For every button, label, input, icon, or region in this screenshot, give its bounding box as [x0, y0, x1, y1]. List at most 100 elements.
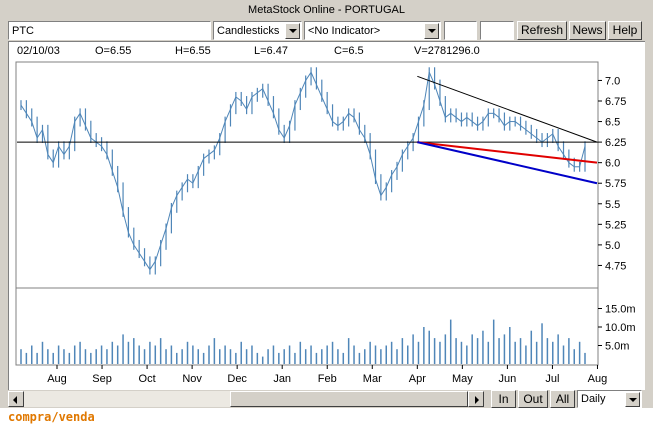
price-link — [477, 121, 484, 127]
price-link — [257, 88, 264, 94]
price-link — [160, 228, 167, 246]
symbol-input[interactable]: PTC — [8, 21, 211, 40]
price-link — [326, 109, 334, 122]
chart-canvas[interactable]: 02/10/03 O=6.55 H=6.55 L=6.47 C=6.5 V=27… — [9, 42, 644, 389]
price-link — [369, 154, 377, 180]
price-tick-label: 5.5 — [605, 199, 620, 211]
price-link — [541, 137, 548, 143]
blank-field-2[interactable] — [480, 21, 514, 40]
show-all-button[interactable]: All — [550, 390, 575, 408]
price-link — [213, 137, 221, 151]
price-link — [337, 121, 344, 127]
price-link — [111, 170, 119, 188]
price-link — [294, 92, 301, 106]
footer-link[interactable]: compra/venda — [8, 410, 95, 424]
price-chart[interactable]: 02/10/03 O=6.55 H=6.55 L=6.47 C=6.5 V=27… — [8, 41, 645, 390]
chart-type-select[interactable]: Candlesticks — [213, 21, 302, 40]
month-label: Aug — [588, 373, 608, 385]
quote-high: H=6.55 — [175, 45, 211, 57]
month-label: Dec — [227, 373, 247, 385]
indicator-select[interactable]: <No Indicator> — [304, 21, 441, 40]
price-link — [423, 72, 430, 106]
period-select[interactable]: Daily — [577, 390, 642, 408]
quote-close: C=6.5 — [334, 45, 364, 57]
price-tick-label: 5.25 — [605, 219, 626, 231]
scroll-left-button[interactable] — [8, 391, 24, 407]
price-link — [321, 96, 328, 110]
price-link — [230, 96, 237, 110]
price-link — [557, 145, 564, 155]
price-link — [466, 117, 473, 122]
blue-trendline — [417, 141, 598, 185]
price-link — [63, 145, 70, 155]
chevron-down-icon[interactable] — [285, 23, 300, 39]
price-link — [31, 121, 38, 139]
price-link — [450, 112, 457, 118]
price-link — [117, 187, 124, 213]
price-link — [224, 109, 231, 122]
price-link — [445, 112, 452, 118]
price-link — [536, 137, 543, 143]
price-link — [144, 261, 151, 270]
price-link — [267, 100, 274, 114]
price-link — [342, 113, 350, 122]
horizontal-scrollbar[interactable] — [8, 390, 484, 408]
price-series — [20, 67, 586, 275]
month-axis: Aug Sep Oct Nov Dec Jan Feb Mar Apr May Jun Jul Aug — [47, 365, 607, 385]
price-tick-label: 6.75 — [605, 96, 626, 108]
period-value: Daily — [581, 393, 606, 405]
price-link — [525, 129, 532, 135]
price-link — [520, 125, 527, 131]
scroll-thumb[interactable] — [230, 391, 468, 407]
price-link — [455, 117, 462, 122]
news-button[interactable]: News — [569, 21, 606, 40]
price-link — [348, 112, 355, 118]
zoom-out-button[interactable]: Out — [518, 390, 548, 408]
price-link — [84, 125, 92, 139]
zoom-in-button[interactable]: In — [491, 390, 516, 408]
price-link — [391, 166, 398, 176]
price-link — [197, 158, 205, 172]
price-link — [246, 96, 253, 110]
price-link — [401, 145, 409, 155]
price-link — [138, 252, 145, 262]
price-link — [412, 121, 419, 139]
price-tick-label: 6.0 — [605, 158, 620, 170]
refresh-button[interactable]: Refresh — [517, 21, 567, 40]
month-label: Apr — [409, 373, 426, 385]
price-link — [101, 145, 108, 155]
price-link — [262, 88, 269, 102]
price-link — [278, 129, 285, 139]
quote-date: 02/10/03 — [17, 45, 60, 57]
chevron-down-icon[interactable] — [625, 392, 640, 407]
price-link — [106, 154, 113, 172]
price-link — [181, 178, 188, 188]
price-link — [375, 178, 382, 196]
help-button[interactable]: Help — [608, 21, 642, 40]
price-link — [579, 146, 586, 167]
price-link — [482, 113, 489, 122]
chevron-down-icon[interactable] — [424, 23, 439, 39]
price-link — [471, 121, 478, 127]
price-link — [187, 178, 194, 184]
volume-panel — [15, 287, 599, 366]
price-link — [192, 170, 199, 184]
price-link — [498, 117, 505, 126]
price-link — [95, 141, 102, 147]
price-link — [358, 129, 366, 139]
scroll-right-button[interactable] — [468, 391, 484, 407]
blank-field-1[interactable] — [444, 21, 477, 40]
price-link — [47, 154, 54, 163]
price-link — [289, 104, 296, 126]
price-link — [25, 113, 33, 122]
price-link — [530, 133, 537, 139]
price-link — [203, 154, 210, 159]
price-tick-label: 4.75 — [605, 260, 626, 272]
price-tick-label: 7.0 — [605, 75, 620, 87]
red-trendline — [417, 141, 598, 164]
price-link — [176, 187, 183, 196]
month-label: Feb — [318, 373, 337, 385]
price-link — [79, 113, 86, 126]
month-label: Jul — [545, 373, 559, 385]
month-label: Aug — [47, 373, 67, 385]
